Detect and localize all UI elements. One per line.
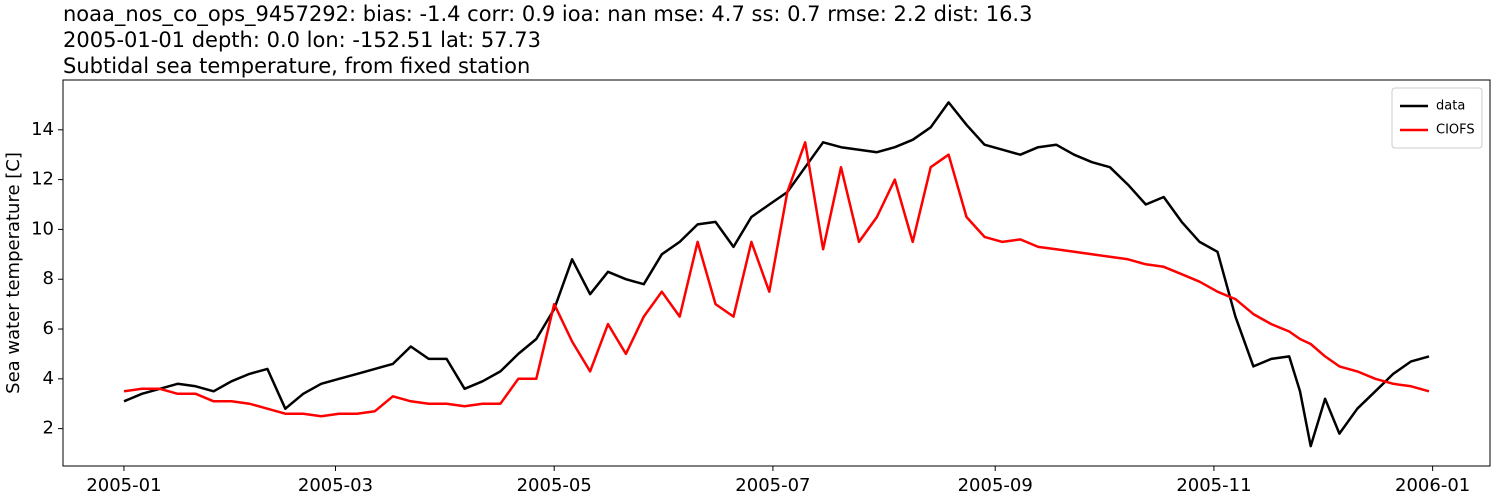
chart-subtitle: Subtidal sea temperature, from fixed sta… xyxy=(63,54,530,78)
x-tick-label: 2005-01 xyxy=(86,475,161,496)
x-tick-label: 2005-07 xyxy=(735,475,810,496)
legend-label: data xyxy=(1436,99,1465,114)
x-tick-label: 2005-11 xyxy=(1176,475,1251,496)
plot-frame xyxy=(62,79,1491,467)
y-tick-label: 14 xyxy=(31,119,54,140)
y-axis-label: Sea water temperature [C] xyxy=(3,152,24,394)
y-tick-label: 6 xyxy=(43,318,54,339)
data-line xyxy=(123,101,1430,448)
y-tick-label: 2 xyxy=(43,418,54,439)
y-tick-label: 8 xyxy=(43,268,54,289)
legend-box xyxy=(1391,87,1483,149)
x-tick-label: 2006-01 xyxy=(1395,475,1470,496)
y-tick-label: 12 xyxy=(31,169,54,190)
x-tick-label: 2005-03 xyxy=(298,475,373,496)
y-tick-label: 10 xyxy=(31,218,54,239)
chart-subtitle: 2005-01-01 depth: 0.0 lon: -152.51 lat: … xyxy=(63,28,541,52)
x-tick-label: 2005-09 xyxy=(958,475,1033,496)
y-tick-label: 4 xyxy=(43,368,54,389)
legend-label: CIOFS xyxy=(1436,123,1475,138)
x-tick-label: 2005-05 xyxy=(517,475,592,496)
chart-title: noaa_nos_co_ops_9457292: bias: -1.4 corr… xyxy=(63,2,1032,27)
data-line xyxy=(123,141,1430,418)
